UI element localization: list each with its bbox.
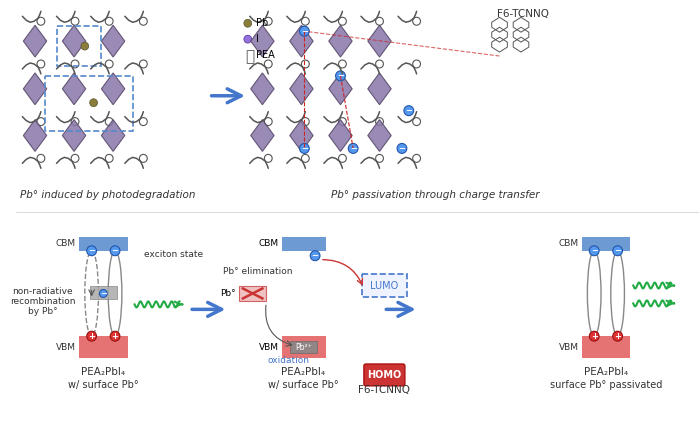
Polygon shape: [23, 25, 47, 57]
Text: Pb²⁺: Pb²⁺: [295, 343, 312, 351]
Text: CBM: CBM: [559, 239, 579, 248]
Text: Pb° induced by photodegradation: Pb° induced by photodegradation: [20, 190, 196, 200]
Bar: [79, 336, 127, 358]
Text: PEA: PEA: [256, 50, 274, 60]
Text: −: −: [301, 27, 308, 36]
FancyBboxPatch shape: [364, 364, 405, 386]
Circle shape: [397, 143, 407, 153]
Text: F6-TCNNQ: F6-TCNNQ: [358, 385, 410, 395]
Circle shape: [87, 331, 97, 341]
Polygon shape: [102, 120, 125, 151]
Polygon shape: [251, 25, 274, 57]
Circle shape: [81, 42, 89, 50]
Polygon shape: [368, 25, 391, 57]
Polygon shape: [62, 25, 86, 57]
Circle shape: [110, 246, 120, 256]
Bar: [90, 285, 117, 299]
Text: −: −: [100, 289, 107, 298]
Text: CBM: CBM: [259, 239, 279, 248]
Text: Pb°: Pb°: [220, 289, 236, 298]
Circle shape: [612, 331, 622, 341]
Circle shape: [99, 290, 107, 298]
Text: −: −: [337, 71, 344, 81]
Text: w/ surface Pb°: w/ surface Pb°: [268, 380, 339, 390]
Text: −: −: [111, 246, 118, 255]
Text: +: +: [614, 332, 621, 340]
Text: +: +: [591, 332, 598, 340]
FancyBboxPatch shape: [362, 273, 407, 298]
Text: surface Pb° passivated: surface Pb° passivated: [550, 380, 662, 390]
Polygon shape: [329, 25, 352, 57]
Text: Pb° elimination: Pb° elimination: [223, 267, 293, 276]
Bar: [290, 341, 317, 353]
Text: −: −: [350, 144, 357, 153]
Circle shape: [589, 246, 599, 256]
Circle shape: [310, 251, 320, 261]
Bar: [239, 285, 266, 301]
Polygon shape: [290, 73, 313, 105]
Polygon shape: [368, 120, 391, 151]
Text: −: −: [88, 246, 95, 255]
Polygon shape: [329, 120, 352, 151]
Polygon shape: [290, 120, 313, 151]
Text: PEA₂PbI₄: PEA₂PbI₄: [584, 367, 628, 377]
Polygon shape: [62, 120, 86, 151]
Polygon shape: [290, 25, 313, 57]
Text: −: −: [614, 246, 621, 255]
Circle shape: [87, 246, 97, 256]
Polygon shape: [251, 73, 274, 105]
Polygon shape: [102, 25, 125, 57]
Text: exciton state: exciton state: [144, 250, 204, 259]
Text: VBM: VBM: [56, 343, 76, 351]
Circle shape: [244, 19, 252, 27]
Text: −: −: [312, 251, 318, 260]
Text: −: −: [398, 144, 405, 153]
Circle shape: [300, 26, 309, 36]
Bar: [282, 336, 326, 358]
Circle shape: [404, 106, 414, 116]
Text: non-radiative
recombination
by Pb°: non-radiative recombination by Pb°: [10, 287, 76, 316]
Polygon shape: [23, 73, 47, 105]
Circle shape: [349, 143, 358, 153]
Text: HOMO: HOMO: [368, 370, 402, 380]
Text: PEA₂PbI₄: PEA₂PbI₄: [281, 367, 326, 377]
Text: VBM: VBM: [559, 343, 579, 351]
Text: +: +: [111, 332, 118, 340]
Text: Pb° passivation through charge transfer: Pb° passivation through charge transfer: [331, 190, 540, 200]
Text: +: +: [88, 332, 95, 340]
Polygon shape: [251, 120, 274, 151]
Text: VBM: VBM: [259, 343, 279, 351]
Text: −: −: [405, 106, 412, 115]
Text: w/ surface Pb°: w/ surface Pb°: [68, 380, 139, 390]
Bar: [79, 237, 127, 251]
Polygon shape: [62, 73, 86, 105]
Polygon shape: [368, 73, 391, 105]
Circle shape: [612, 246, 622, 256]
Text: LUMO: LUMO: [370, 281, 398, 290]
Text: I: I: [256, 34, 258, 44]
Circle shape: [589, 331, 599, 341]
Circle shape: [110, 331, 120, 341]
Bar: [282, 237, 326, 251]
Text: F6-TCNNQ: F6-TCNNQ: [496, 9, 549, 20]
Polygon shape: [102, 73, 125, 105]
Polygon shape: [329, 73, 352, 105]
Circle shape: [335, 71, 345, 81]
Text: −: −: [591, 246, 598, 255]
Text: Pb: Pb: [256, 18, 268, 28]
Text: oxidation: oxidation: [268, 355, 310, 365]
Circle shape: [90, 99, 97, 107]
Bar: [582, 237, 630, 251]
Polygon shape: [23, 120, 47, 151]
Text: CBM: CBM: [56, 239, 76, 248]
Text: −: −: [301, 144, 308, 153]
Bar: [582, 336, 630, 358]
Circle shape: [300, 143, 309, 153]
Circle shape: [244, 35, 252, 43]
Text: PEA₂PbI₄: PEA₂PbI₄: [81, 367, 125, 377]
Text: ⌣: ⌣: [245, 50, 254, 64]
